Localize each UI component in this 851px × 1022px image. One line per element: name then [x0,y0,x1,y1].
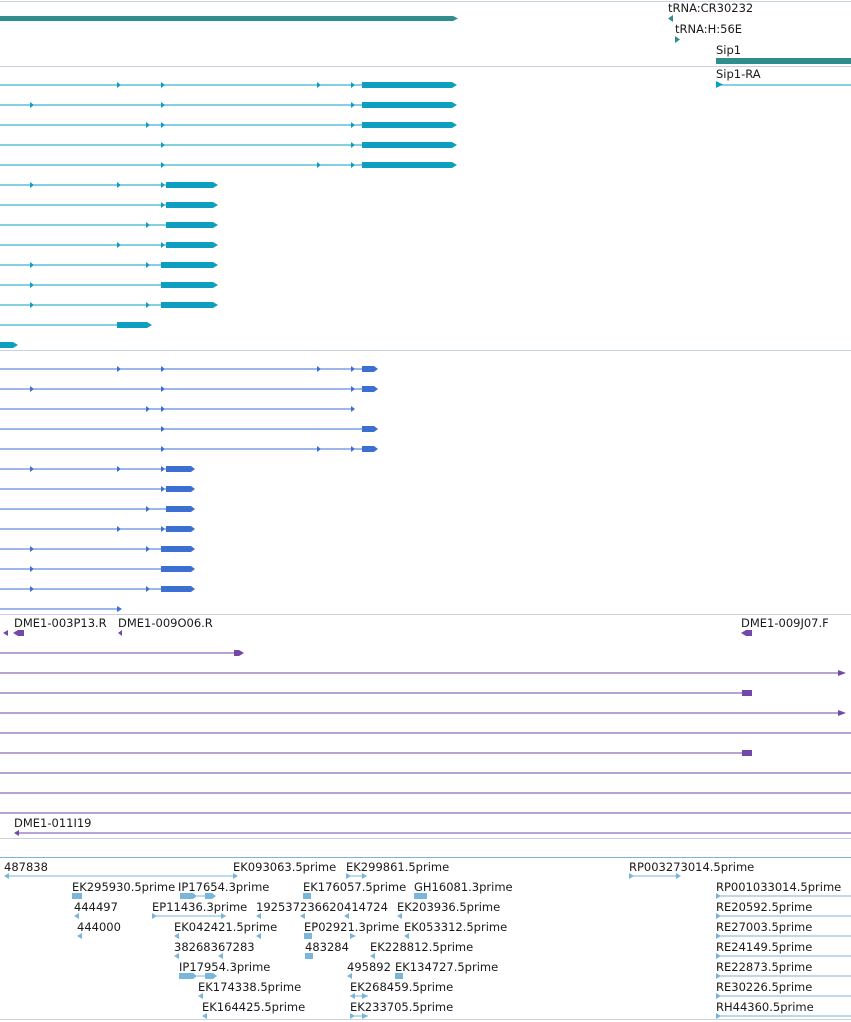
est-label: EP11436.3prime [152,900,247,914]
cdna-row[interactable] [0,650,244,656]
transcript-row[interactable] [0,466,195,472]
est-row[interactable] [179,973,851,979]
est-label: 444497 [74,900,118,914]
est-row[interactable] [202,1013,851,1019]
est-row[interactable] [0,857,851,880]
transcript-row[interactable] [0,446,378,452]
est-label: EK164425.5prime [202,1000,305,1014]
est-label: EK053312.5prime [404,920,507,934]
transcript-row[interactable] [0,506,195,512]
transcript-row[interactable] [0,102,457,108]
est-label: RE24149.5prime [716,940,812,954]
transcript-row[interactable] [0,162,457,168]
est-row[interactable] [198,993,851,999]
est-label: EK295930.5prime [72,880,175,894]
est-label: 236620 [300,900,344,914]
est-label: EK174338.5prime [198,980,301,994]
cdna-row[interactable] [0,690,752,696]
est-label: 487838 [4,860,48,874]
dme1-011i19-label: DME1-011I19 [14,816,92,830]
sip1-gene-bar[interactable] [716,58,851,64]
sip1-label: Sip1 [716,43,741,57]
transcript-row[interactable] [0,586,195,592]
est-label: EK228812.5prime [370,940,473,954]
est-label: EK268459.5prime [350,980,453,994]
est-label: EK299861.5prime [346,860,449,874]
est-label: 382683 [174,940,218,954]
transcript-row[interactable] [0,282,218,288]
transcript-row[interactable] [0,82,457,88]
transcript-row[interactable] [0,546,195,552]
transcript-row[interactable] [0,242,218,248]
transcript-row[interactable] [0,262,218,268]
cdna-row[interactable] [14,830,851,836]
trna-cr30232-label: tRNA:CR30232 [668,1,753,15]
est-track: 487838 EK093063.5prime EK299861.5prime R… [0,857,851,1019]
est-label: RE22873.5prime [716,960,812,974]
transcript-track-a: Sip1-RA [0,67,851,348]
trna-h56e-marker[interactable] [675,36,680,43]
cdna-row[interactable] [0,710,846,716]
transcript-row[interactable] [0,606,122,612]
est-label: RP003273014.5prime [629,860,754,874]
transcript-row[interactable] [0,426,378,432]
trna-h56e-label: tRNA:H:56E [675,22,742,36]
cdna-row[interactable] [0,670,846,676]
est-label: EK093063.5prime [233,860,336,874]
transcript-row[interactable] [0,302,218,308]
est-label: IP17954.3prime [179,960,270,974]
est-label: 192537 [256,900,300,914]
transcript-row[interactable] [0,182,218,188]
transcript-row[interactable] [0,142,457,148]
sip1-ra-label: Sip1-RA [716,67,761,81]
transcript-row[interactable] [0,386,378,392]
est-row[interactable] [174,953,851,959]
gene-track: tRNA:CR30232 tRNA:H:56E Sip1 [0,1,851,64]
transcript-row[interactable] [0,526,195,532]
est-label: EK176057.5prime [303,880,406,894]
cdna-row[interactable] [0,750,752,756]
est-label: RP001033014.5prime [716,880,841,894]
est-row[interactable] [77,933,851,939]
transcript-row[interactable] [0,566,195,572]
transcript-row[interactable] [0,202,218,208]
est-label: 414724 [344,900,388,914]
est-label: 444000 [77,920,121,934]
dme1-009j07-label: DME1-009J07.F [741,616,829,630]
cdna-track: DME1-003P13.R DME1-009O06.R DME1-009J07.… [0,616,851,836]
est-label: RH44360.5prime [716,1000,814,1014]
est-label: 483284 [305,940,349,954]
est-label: EP02921.3prime [304,920,399,934]
est-row[interactable] [74,913,851,919]
est-label: EK134727.5prime [395,960,498,974]
est-label: RE27003.5prime [716,920,812,934]
est-label: EK203936.5prime [397,900,500,914]
est-label: 67283 [218,940,255,954]
est-label: RE30226.5prime [716,980,812,994]
gene-bar-left[interactable] [0,16,458,21]
transcript-row[interactable] [0,222,218,228]
est-label: GH16081.3prime [414,880,513,894]
est-row[interactable] [72,893,851,899]
transcript-row[interactable] [0,366,378,372]
dme1-009o06-label: DME1-009O06.R [118,616,213,630]
transcript-row[interactable] [0,486,195,492]
transcript-row[interactable] [0,342,18,348]
transcript-track-b [0,366,378,612]
transcript-row[interactable] [0,322,152,328]
est-label: EK042421.5prime [174,920,277,934]
est-label: 495892 [347,960,391,974]
transcript-row[interactable] [0,122,457,128]
est-label: EK233705.5prime [350,1000,453,1014]
est-label: IP17654.3prime [178,880,269,894]
transcript-row[interactable] [0,406,355,412]
trna-cr30232-marker[interactable] [668,15,673,22]
dme1-003p13-label: DME1-003P13.R [14,616,107,630]
cdna-row[interactable] [3,630,752,636]
est-label: RE20592.5prime [716,900,812,914]
transcript-row[interactable] [716,81,851,88]
